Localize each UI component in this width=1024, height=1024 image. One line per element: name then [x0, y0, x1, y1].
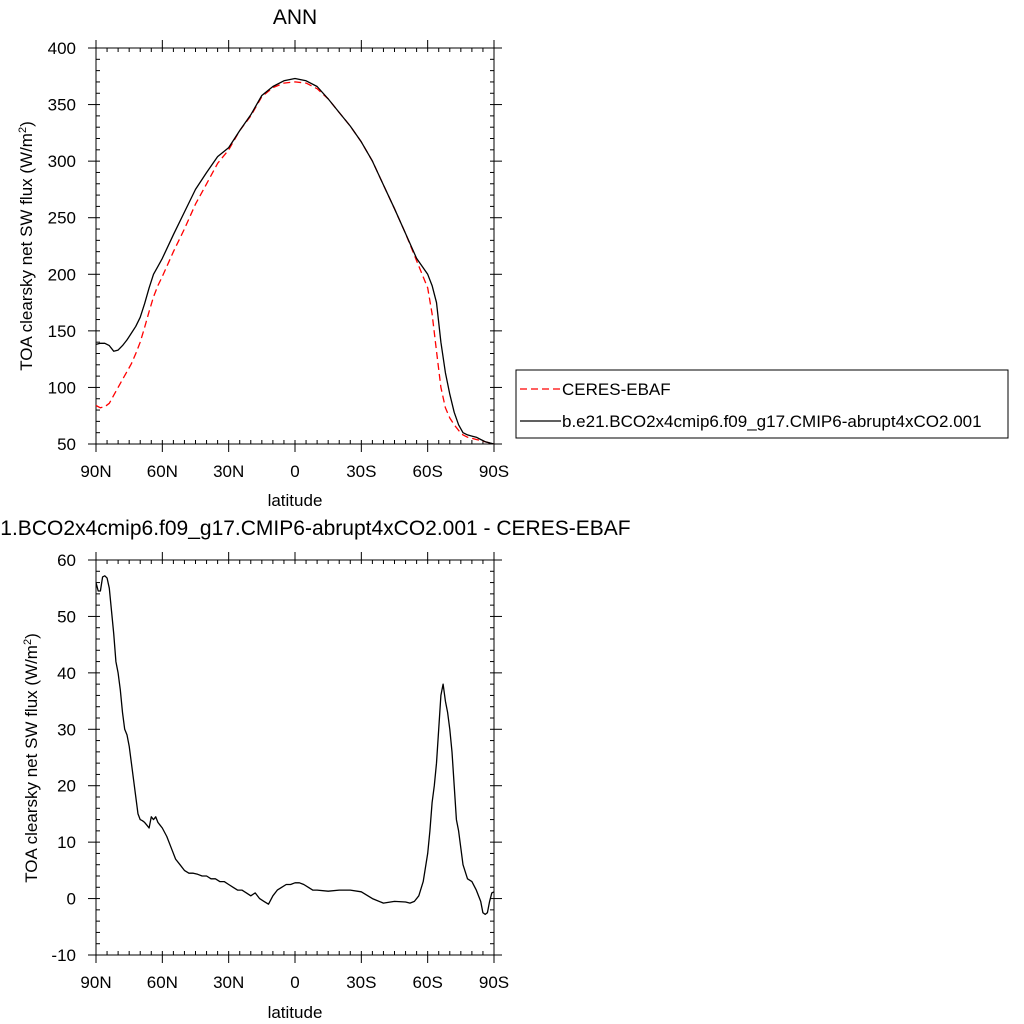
- y-tick-label: 0: [67, 890, 76, 909]
- legend: CERES-EBAF b.e21.BCO2x4cmip6.f09_g17.CMI…: [515, 369, 1009, 439]
- bottom-y-axis-label-main: TOA clearsky net SW flux (W/m: [22, 645, 41, 883]
- bot-series-line-0: [95, 575, 495, 916]
- bottom-x-tick-labels: 90N 60N 30N 0 30S 60S 90S: [80, 973, 509, 992]
- y-tick-label: 400: [48, 39, 76, 58]
- y-tick-label: 150: [48, 322, 76, 341]
- top-series-line-1: [95, 77, 495, 445]
- bottom-plot-frame: [95, 559, 495, 956]
- bottom-chart: b.e21.BCO2x4cmip6.f09_g17.CMIP6-abrupt4x…: [0, 517, 631, 1022]
- y-tick-label: 40: [57, 664, 76, 683]
- y-tick-label: 50: [57, 607, 76, 626]
- top-series-lines: [95, 77, 495, 445]
- bottom-y-axis-label-sup: 2: [22, 639, 34, 645]
- x-tick-label: 30S: [346, 462, 376, 481]
- top-x-ticks: [95, 40, 495, 452]
- y-tick-label: -10: [51, 946, 76, 965]
- x-tick-label: 30N: [213, 462, 244, 481]
- y-tick-label: 250: [48, 209, 76, 228]
- y-tick-label: 30: [57, 720, 76, 739]
- bottom-x-ticks: [95, 552, 495, 963]
- top-chart: ANN 90N 60N 30N 0 30S 60S 90S 50 100 150 200 250 30…: [17, 6, 509, 510]
- top-y-axis-label-sup: 2: [17, 127, 29, 133]
- legend-label-model: b.e21.BCO2x4cmip6.f09_g17.CMIP6-abrupt4x…: [562, 412, 982, 431]
- x-tick-label: 0: [290, 462, 299, 481]
- x-tick-label: 60N: [147, 973, 178, 992]
- top-y-axis-label-main: TOA clearsky net SW flux (W/m: [17, 133, 36, 371]
- bottom-y-axis-label: TOA clearsky net SW flux (W/m2): [22, 633, 41, 883]
- y-tick-label: 200: [48, 265, 76, 284]
- y-tick-label: 50: [57, 435, 76, 454]
- top-x-tick-labels: 90N 60N 30N 0 30S 60S 90S: [80, 462, 509, 481]
- top-y-axis-label: TOA clearsky net SW flux (W/m2): [17, 121, 36, 371]
- legend-label-ceres: CERES-EBAF: [562, 380, 671, 399]
- x-tick-label: 30N: [213, 973, 244, 992]
- bottom-chart-title: b.e21.BCO2x4cmip6.f09_g17.CMIP6-abrupt4x…: [0, 517, 631, 540]
- bottom-y-ticks: [88, 559, 502, 956]
- x-tick-label: 60S: [413, 973, 443, 992]
- top-series-line-0: [95, 81, 495, 445]
- top-chart-title: ANN: [273, 6, 317, 29]
- top-y-ticks: [88, 47, 502, 445]
- x-tick-label: 90N: [80, 973, 111, 992]
- x-tick-label: 30S: [346, 973, 376, 992]
- x-tick-label: 0: [290, 973, 299, 992]
- bottom-y-axis-label-close: ): [22, 633, 41, 639]
- y-tick-label: 350: [48, 96, 76, 115]
- y-tick-label: 300: [48, 152, 76, 171]
- y-tick-label: 60: [57, 551, 76, 570]
- y-tick-label: 10: [57, 833, 76, 852]
- y-tick-label: 20: [57, 777, 76, 796]
- bottom-y-tick-labels: -10 0 10 20 30 40 50 60: [51, 551, 76, 965]
- top-plot-frame: [95, 47, 495, 445]
- y-tick-label: 100: [48, 378, 76, 397]
- x-tick-label: 60S: [413, 462, 443, 481]
- x-tick-label: 90S: [479, 462, 509, 481]
- bottom-x-axis-label: latitude: [268, 1003, 323, 1022]
- bottom-series-lines: [95, 575, 495, 916]
- legend-box: [515, 369, 1009, 439]
- x-tick-label: 60N: [147, 462, 178, 481]
- top-x-axis-label: latitude: [268, 491, 323, 510]
- x-tick-label: 90S: [479, 973, 509, 992]
- x-tick-label: 90N: [80, 462, 111, 481]
- top-y-tick-labels: 50 100 150 200 250 300 350 400: [48, 39, 76, 454]
- top-y-axis-label-close: ): [17, 121, 36, 127]
